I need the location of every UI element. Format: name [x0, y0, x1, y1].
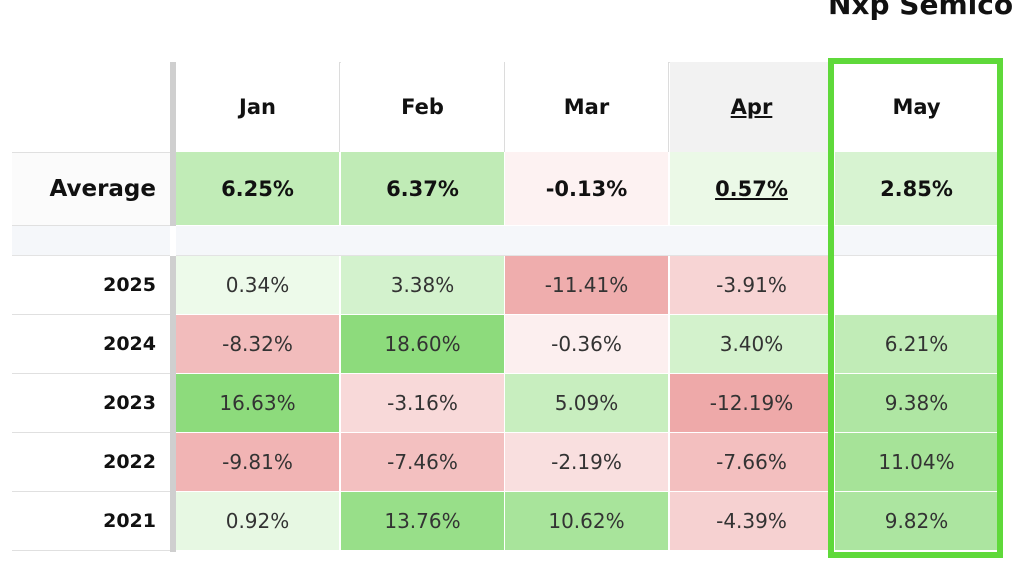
cell-2025-jan: 0.34% [176, 256, 340, 315]
cell-2023-jan: 16.63% [176, 374, 340, 433]
cell-2023-may: 9.38% [835, 374, 999, 433]
cell-2024-jan: -8.32% [176, 315, 340, 374]
cell-2021-may: 9.82% [835, 492, 999, 551]
cell-2022-may: 11.04% [835, 433, 999, 492]
row-label-2024: 2024 [12, 315, 170, 374]
column-header-mar[interactable]: Mar [505, 62, 669, 152]
cell-2025-feb: 3.38% [341, 256, 505, 315]
cell-2024-mar: -0.36% [505, 315, 669, 374]
cell-2021-apr: -4.39% [670, 492, 834, 551]
cell-2021-feb: 13.76% [341, 492, 505, 551]
cell-2021-mar: 10.62% [505, 492, 669, 551]
row-label-average: Average [12, 152, 170, 226]
average-cell-mar: -0.13% [505, 152, 669, 226]
average-cell-feb: 6.37% [341, 152, 505, 226]
average-cell-may: 2.85% [835, 152, 999, 226]
row-label-2021: 2021 [12, 492, 170, 551]
cell-2024-apr: 3.40% [670, 315, 834, 374]
cell-2022-feb: -7.46% [341, 433, 505, 492]
cell-2025-apr: -3.91% [670, 256, 834, 315]
cell-2022-jan: -9.81% [176, 433, 340, 492]
column-header-jan[interactable]: Jan [176, 62, 340, 152]
column-header-feb[interactable]: Feb [341, 62, 505, 152]
table-left-rule [170, 62, 176, 552]
cell-2021-jan: 0.92% [176, 492, 340, 551]
row-label-2023: 2023 [12, 374, 170, 433]
average-spacer-row [12, 226, 998, 256]
row-label-2025: 2025 [12, 256, 170, 315]
average-cell-jan: 6.25% [176, 152, 340, 226]
row-label-2022: 2022 [12, 433, 170, 492]
cell-2023-mar: 5.09% [505, 374, 669, 433]
cell-2023-apr: -12.19% [670, 374, 834, 433]
cell-2025-may [835, 256, 999, 315]
cell-2022-mar: -2.19% [505, 433, 669, 492]
cell-2024-may: 6.21% [835, 315, 999, 374]
column-header-apr[interactable]: Apr [670, 62, 834, 152]
cell-2023-feb: -3.16% [341, 374, 505, 433]
average-cell-apr: 0.57% [670, 152, 834, 226]
spacer-gap [170, 226, 176, 256]
column-header-may[interactable]: May [835, 62, 999, 152]
cell-2024-feb: 18.60% [341, 315, 505, 374]
chart-title: Nxp Semico [828, 0, 1014, 21]
cell-2022-apr: -7.66% [670, 433, 834, 492]
cell-2025-mar: -11.41% [505, 256, 669, 315]
